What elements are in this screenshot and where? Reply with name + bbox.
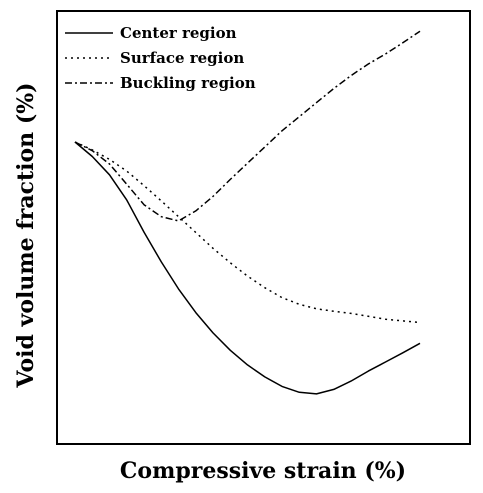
- x-axis-label: Compressive strain (%): [120, 458, 406, 484]
- series-line-center-region: [74, 141, 421, 395]
- legend-label-center-region: Center region: [120, 24, 237, 42]
- series-layer: [74, 30, 421, 395]
- plot-frame: [56, 10, 471, 445]
- legend-label-buckling-region: Buckling region: [120, 74, 256, 92]
- legend-label-surface-region: Surface region: [120, 49, 244, 67]
- y-axis-label: Void volume fraction (%): [13, 82, 39, 388]
- legend: Center region Surface region Buckling regi…: [65, 24, 256, 92]
- series-line-surface-region: [74, 141, 421, 324]
- series-line-buckling-region: [74, 30, 421, 222]
